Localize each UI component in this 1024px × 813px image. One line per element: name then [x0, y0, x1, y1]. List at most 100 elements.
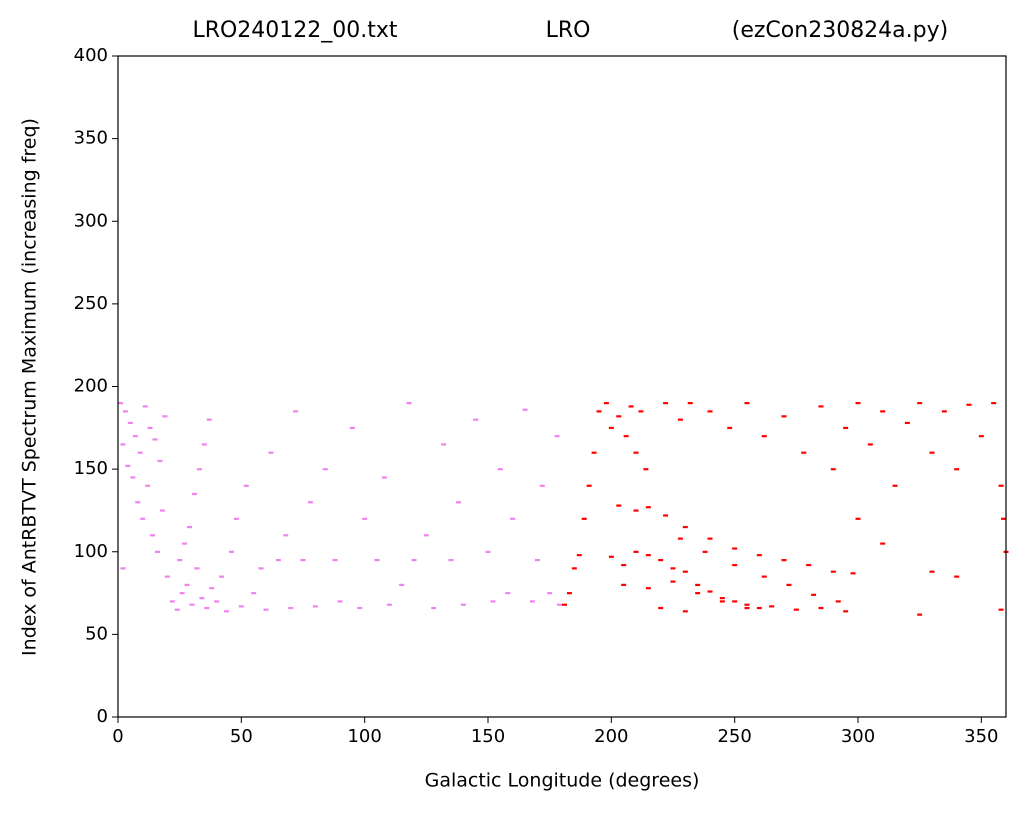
- point: [362, 517, 368, 520]
- point: [677, 537, 683, 540]
- point: [769, 605, 775, 608]
- point: [687, 402, 693, 405]
- point: [177, 559, 183, 562]
- point: [473, 418, 479, 421]
- point: [793, 608, 799, 611]
- point: [374, 559, 380, 562]
- point: [455, 501, 461, 504]
- point: [510, 517, 516, 520]
- point: [645, 554, 651, 557]
- point: [268, 451, 274, 454]
- point: [880, 410, 886, 413]
- point: [174, 608, 180, 611]
- point: [586, 484, 592, 487]
- x-tick-label: 150: [471, 726, 505, 747]
- point: [966, 403, 972, 406]
- point: [830, 570, 836, 573]
- point: [707, 590, 713, 593]
- point: [917, 613, 923, 616]
- point: [312, 605, 318, 608]
- point: [806, 563, 812, 567]
- point: [157, 459, 163, 463]
- point: [243, 484, 249, 487]
- point: [275, 559, 281, 562]
- point: [781, 415, 787, 418]
- point: [194, 567, 200, 570]
- x-axis-label: Galactic Longitude (degrees): [425, 770, 700, 792]
- point: [142, 405, 148, 408]
- point: [744, 606, 750, 610]
- y-tick-label: 400: [74, 45, 108, 66]
- point: [596, 410, 602, 413]
- point: [616, 504, 622, 507]
- point: [786, 583, 792, 586]
- point: [423, 534, 429, 537]
- point: [633, 509, 639, 512]
- y-tick-label: 150: [74, 458, 108, 479]
- point: [332, 559, 338, 562]
- point: [120, 443, 126, 446]
- chart-title: LRO: [546, 18, 591, 43]
- point: [855, 517, 861, 520]
- point: [522, 408, 528, 411]
- point: [623, 435, 629, 438]
- x-tick-label: 200: [594, 726, 628, 747]
- point: [164, 575, 170, 578]
- point: [830, 468, 836, 471]
- point: [130, 476, 136, 479]
- x-tick-label: 250: [717, 726, 751, 747]
- point: [663, 402, 669, 405]
- point: [460, 603, 466, 606]
- point: [929, 570, 935, 573]
- point: [251, 592, 257, 595]
- point: [663, 514, 669, 517]
- point: [616, 415, 622, 418]
- point: [357, 606, 363, 610]
- point: [448, 559, 454, 562]
- point: [682, 610, 688, 613]
- point: [707, 410, 713, 413]
- point: [441, 443, 447, 446]
- point: [670, 580, 676, 583]
- point: [732, 563, 738, 567]
- point: [566, 592, 572, 595]
- point: [744, 402, 750, 405]
- point: [135, 501, 141, 504]
- point: [695, 592, 701, 595]
- point: [206, 418, 212, 421]
- point: [904, 421, 910, 425]
- point: [322, 468, 328, 471]
- chart-title: (ezCon230824a.py): [732, 18, 948, 43]
- point: [557, 603, 563, 606]
- point: [145, 484, 151, 487]
- point: [732, 600, 738, 603]
- point: [954, 468, 960, 471]
- point: [561, 603, 567, 606]
- point: [835, 600, 841, 603]
- point: [497, 468, 503, 471]
- point: [621, 583, 627, 586]
- point: [719, 597, 725, 600]
- y-tick-label: 300: [74, 210, 108, 231]
- point: [125, 464, 131, 468]
- y-tick-label: 350: [74, 128, 108, 149]
- point: [645, 506, 651, 509]
- point: [485, 550, 491, 553]
- point: [744, 603, 750, 606]
- point: [998, 608, 1004, 611]
- point: [603, 402, 609, 405]
- point: [571, 567, 577, 570]
- point: [293, 410, 299, 413]
- point: [406, 402, 412, 405]
- point: [150, 534, 156, 537]
- point: [756, 554, 762, 557]
- point: [608, 555, 614, 558]
- point: [818, 405, 824, 408]
- point: [781, 559, 787, 562]
- point: [534, 559, 540, 562]
- point: [122, 410, 128, 413]
- point: [288, 606, 294, 610]
- point: [695, 583, 701, 586]
- point: [633, 451, 639, 454]
- point: [978, 435, 984, 438]
